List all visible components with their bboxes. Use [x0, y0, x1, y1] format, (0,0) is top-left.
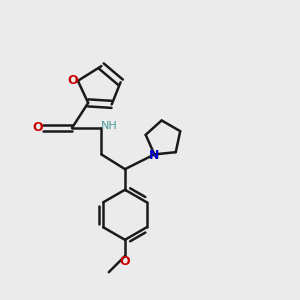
- Text: O: O: [32, 122, 43, 134]
- Text: NH: NH: [101, 122, 118, 131]
- Text: O: O: [120, 255, 130, 268]
- Text: N: N: [149, 149, 160, 162]
- Text: O: O: [67, 74, 78, 87]
